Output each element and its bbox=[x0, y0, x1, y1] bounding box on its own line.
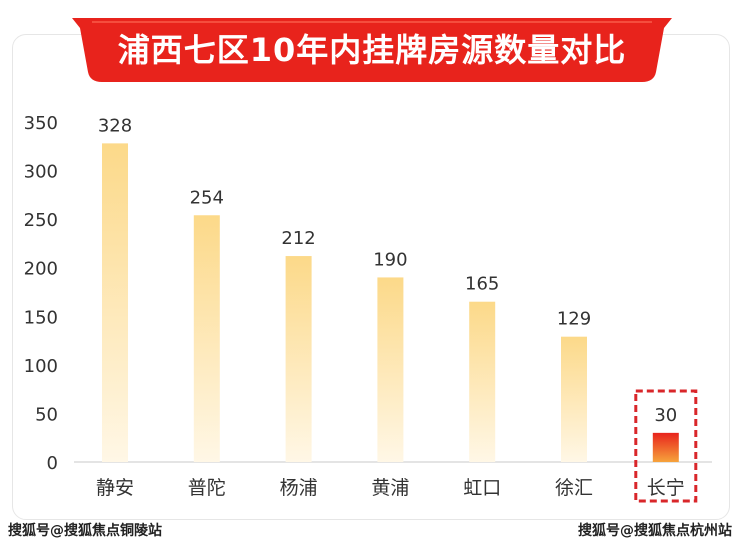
y-tick-label: 200 bbox=[24, 259, 58, 280]
x-tick-label: 徐汇 bbox=[555, 477, 593, 499]
bar-黄浦 bbox=[377, 277, 404, 462]
data-label: 328 bbox=[98, 115, 132, 136]
y-tick-label: 50 bbox=[35, 404, 58, 425]
y-axis: 0 50 100 150 200 250 300 350 bbox=[24, 113, 58, 474]
watermark-right: 搜狐号@搜狐焦点杭州站 bbox=[578, 523, 732, 539]
data-label: 30 bbox=[654, 405, 677, 426]
data-label: 212 bbox=[281, 228, 315, 249]
bar-普陀 bbox=[193, 215, 220, 462]
bar-长宁 bbox=[652, 432, 679, 462]
x-tick-label: 虹口 bbox=[463, 477, 501, 499]
watermark-left: 搜狐号@搜狐焦点铜陵站 bbox=[8, 523, 162, 539]
y-tick-label: 350 bbox=[24, 113, 58, 134]
y-tick-label: 100 bbox=[24, 356, 58, 377]
data-label: 129 bbox=[557, 309, 591, 330]
x-tick-label: 黄浦 bbox=[371, 477, 409, 499]
x-tick-label: 杨浦 bbox=[280, 477, 318, 499]
x-tick-label: 长宁 bbox=[647, 477, 685, 499]
bar-徐汇 bbox=[561, 336, 587, 462]
data-label: 165 bbox=[465, 274, 499, 295]
y-tick-label: 300 bbox=[24, 162, 58, 183]
chart-card bbox=[12, 34, 730, 520]
data-label: 254 bbox=[190, 187, 224, 208]
y-tick-label: 150 bbox=[24, 307, 58, 328]
x-tick-label: 普陀 bbox=[188, 477, 226, 499]
highlight-box bbox=[634, 389, 698, 503]
bar-静安 bbox=[102, 143, 128, 462]
title-banner: 浦西七区10年内挂牌房源数量对比 bbox=[72, 18, 672, 82]
bar-虹口 bbox=[469, 301, 496, 462]
bars-group: 328 静安 254 普陀 212 杨浦 190 黄浦 165 虹口 129 徐汇 30 长宁 bbox=[96, 115, 698, 503]
x-tick-label: 静安 bbox=[96, 477, 134, 499]
y-tick-label: 250 bbox=[24, 210, 58, 231]
chart-title: 浦西七区10年内挂牌房源数量对比 bbox=[117, 31, 627, 69]
bar-杨浦 bbox=[285, 256, 312, 462]
data-label: 190 bbox=[373, 249, 407, 270]
y-tick-label: 0 bbox=[47, 453, 58, 474]
title-ribbon-shape bbox=[72, 18, 672, 82]
